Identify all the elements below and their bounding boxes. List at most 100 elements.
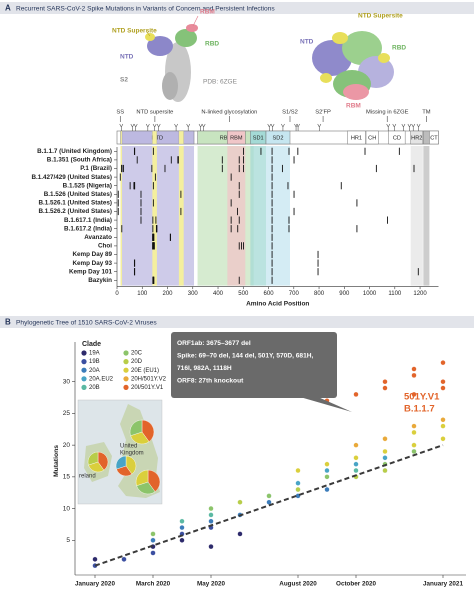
row-label: B.1.1.7 (United Kingdom) <box>37 148 112 155</box>
data-point <box>295 486 301 493</box>
glycan <box>186 123 191 131</box>
data-point <box>266 493 272 499</box>
data-point <box>150 550 156 556</box>
data-point <box>382 448 388 455</box>
structure-label: S2 <box>120 77 128 84</box>
row-label: B.1.351 (South Africa) <box>47 157 112 164</box>
glycan <box>198 123 203 131</box>
structure-label: NTD <box>120 54 134 61</box>
annotation-label: S1/S2 <box>282 110 298 116</box>
data-point <box>353 455 359 461</box>
x-tick-label: 100 <box>137 291 148 297</box>
x-tick-label: October 2020 <box>336 581 376 588</box>
data-point <box>440 417 446 423</box>
map-label: reland <box>79 474 96 480</box>
supersite-shade <box>178 146 184 286</box>
y-tick-label: 30 <box>63 378 71 385</box>
map-pie-slice <box>125 455 137 475</box>
x-tick-label: 600 <box>264 291 275 297</box>
data-point <box>179 525 185 531</box>
data-point <box>208 544 214 550</box>
row-label: Kemp Day 89 <box>72 251 112 258</box>
data-point <box>324 486 330 493</box>
x-axis-title: Amino Acid Position <box>246 300 309 307</box>
x-tick-label: January 2021 <box>423 581 463 588</box>
domain-box <box>388 130 406 145</box>
data-point <box>411 391 417 397</box>
x-tick-label: January 2020 <box>75 581 115 588</box>
data-point <box>295 467 301 474</box>
domain-box <box>365 130 379 145</box>
y-tick-label: 5 <box>66 537 70 544</box>
data-point <box>440 360 446 366</box>
legend-swatch <box>123 376 129 382</box>
y-tick-label: 10 <box>63 505 71 512</box>
data-point <box>411 366 417 372</box>
y-tick-label: 20 <box>63 442 71 449</box>
trend-line <box>94 444 444 567</box>
domain-shade <box>410 146 423 286</box>
legend-swatch <box>81 367 87 373</box>
data-point <box>382 379 388 385</box>
domain-shade <box>250 146 267 286</box>
map-pie-slice <box>147 469 161 492</box>
callout-text: 716I, 982A, 1118H <box>177 365 232 372</box>
row-label: B.1.427/429 (United States) <box>32 174 113 181</box>
data-point <box>353 442 359 448</box>
x-tick-label: 900 <box>339 291 350 297</box>
map-label: Kingdom <box>120 451 144 457</box>
y-tick-label: 25 <box>63 410 71 417</box>
supersite-box <box>178 130 184 145</box>
domain-box <box>429 130 439 145</box>
glycan <box>119 123 124 131</box>
x-tick-label: 400 <box>213 291 224 297</box>
map-pie-slice <box>87 451 99 466</box>
data-point <box>411 423 417 429</box>
panel-letter: A <box>5 4 11 13</box>
x-tick-label: August 2020 <box>279 581 317 588</box>
row-label: Choi <box>98 243 112 250</box>
annotation-label: SS <box>116 110 124 116</box>
legend-swatch <box>81 350 87 356</box>
callout-text: ORF8: 27th knockout <box>177 377 244 384</box>
data-point <box>353 461 359 467</box>
map-pie-slice <box>115 455 127 470</box>
domain-label: SD1 <box>253 135 264 141</box>
legend-label: 19B <box>89 359 100 365</box>
row-label: B.1.617.1 (India) <box>64 217 112 224</box>
data-point <box>179 537 185 543</box>
data-point <box>237 499 243 505</box>
legend-swatch <box>123 350 129 356</box>
structure-label: NTD Supersite <box>112 28 157 35</box>
data-point <box>411 429 417 436</box>
x-tick-label: 1100 <box>388 291 402 297</box>
glycan <box>407 123 412 131</box>
panel-header <box>0 2 474 14</box>
structure-left <box>145 15 199 102</box>
data-point <box>208 506 214 512</box>
row-label: Kemp Day 93 <box>72 260 112 267</box>
glycan <box>145 123 150 131</box>
legend-label: 20I/501Y.V1 <box>131 385 164 391</box>
data-point <box>324 461 330 467</box>
domain-label: CT <box>430 135 438 141</box>
data-point <box>440 436 446 442</box>
glycan <box>201 123 206 131</box>
domain-box <box>423 130 430 145</box>
glycan <box>317 123 322 131</box>
data-point <box>208 512 214 518</box>
row-label: B.1.526 (United States) <box>44 191 112 198</box>
x-tick-label: 500 <box>238 291 249 297</box>
x-tick-label: 1200 <box>413 291 427 297</box>
x-tick-label: May 2020 <box>197 581 226 588</box>
data-point <box>382 436 388 442</box>
row-label: Kemp Day 101 <box>69 268 113 275</box>
data-point <box>382 467 388 474</box>
x-tick-label: 1000 <box>363 291 377 297</box>
legend-swatch <box>81 384 87 390</box>
glycan <box>133 123 138 131</box>
row-label: B.1.525 (Nigeria) <box>63 182 112 189</box>
domain-box <box>265 130 291 145</box>
row-label: B.1.526.2 (United States) <box>39 208 113 215</box>
callout-box <box>171 332 337 398</box>
